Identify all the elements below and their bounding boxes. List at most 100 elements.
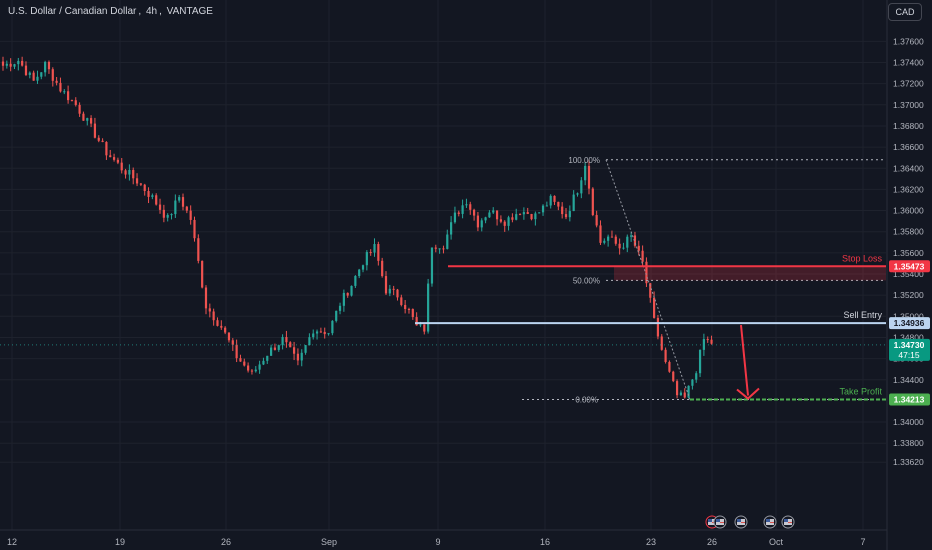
candle-body [622,247,625,249]
candle-body [522,212,525,215]
candle-body [24,65,28,75]
candle-body [143,184,146,192]
y-tick-label: 1.33620 [893,457,924,467]
candle-body [576,193,579,195]
candle-body [300,352,303,361]
candle-body [691,379,694,386]
candle-body [461,205,464,214]
candle-body [423,324,426,332]
candle-body [499,219,502,222]
candle-body [296,353,300,361]
candle-body [346,292,349,296]
candle-body [235,344,238,359]
x-tick-label: 26 [221,537,231,547]
candle-body [553,195,556,202]
candle-body [78,104,81,114]
candle-body [9,63,12,67]
candle-body [17,60,20,65]
candle-body [568,211,571,218]
candle-body [503,221,506,226]
candle-body [526,212,529,215]
y-tick-label: 1.36000 [893,206,924,216]
candle-body [365,252,368,266]
candle-body [243,361,246,366]
candle-body [128,169,131,175]
candle-body [335,310,338,321]
y-tick-label: 1.36200 [893,184,924,194]
candle-body [231,340,234,345]
candle-body [132,169,135,179]
candle-body [668,361,671,372]
us-flag-icon [737,519,741,522]
symbol-title[interactable]: U.S. Dollar / Canadian Dollar, 4h, VANTA… [8,6,213,17]
projection-arrow-shaft [740,324,749,396]
candle-body [262,360,265,365]
candle-body [381,260,384,277]
candle-body [656,317,660,337]
candle-body [580,180,583,194]
stop-loss-badge [889,260,930,273]
candle-body [342,292,345,306]
candle-body [361,265,365,270]
candle-body [384,276,388,294]
candle-body [427,283,430,332]
candle-body [201,260,204,288]
candle-body [438,248,441,250]
y-tick-label: 1.35200 [893,290,924,300]
candle-body [220,325,223,328]
y-tick-label: 1.33800 [893,438,924,448]
candle-body [450,222,453,235]
candle-body [453,212,457,223]
candle-body [407,309,411,311]
candle-body [70,100,74,102]
candle-body [396,289,399,298]
candle-body [273,347,277,350]
candle-body [239,358,242,362]
candle-body [538,212,541,214]
symbol-name: U.S. Dollar / Canadian Dollar [8,6,137,17]
candle-body [312,333,315,338]
us-flag-icon [784,519,788,522]
candle-body [484,217,487,221]
candle-body [174,200,177,215]
candle-body [86,118,89,121]
take-profit-label: Take Profit [839,387,882,397]
sell-entry-price: 1.34936 [894,318,925,328]
currency-button[interactable]: CAD [888,3,922,21]
candle-body [82,113,85,121]
candle-body [675,381,679,396]
candle-body [404,304,407,310]
candle-body [392,288,395,290]
candle-body [105,141,108,156]
candle-body [664,349,667,362]
candle-body [258,364,261,370]
y-tick-label: 1.34400 [893,375,924,385]
candle-body [637,245,640,251]
candle-body [277,345,280,350]
candle-body [430,247,434,284]
x-tick-label: 9 [435,537,440,547]
candle-body [139,183,142,185]
candle-body [158,204,162,210]
candle-body [373,244,376,253]
candle-body [350,285,353,296]
candle-body [135,178,139,184]
stop-loss-zone [614,266,886,281]
candle-body [59,82,62,92]
candle-body [254,369,257,372]
candle-body [495,210,499,220]
candle-body [507,217,510,226]
candle-body [626,236,629,248]
x-tick-label: 12 [7,537,17,547]
candle-body [216,320,219,326]
candle-body [649,283,652,298]
candle-body [480,220,483,228]
candle-body [308,337,311,346]
candle-body [683,392,686,398]
candle-body [270,347,273,356]
candle-body [660,336,663,350]
candle-body [63,91,66,93]
candle-body [224,327,227,333]
candle-body [250,370,254,372]
